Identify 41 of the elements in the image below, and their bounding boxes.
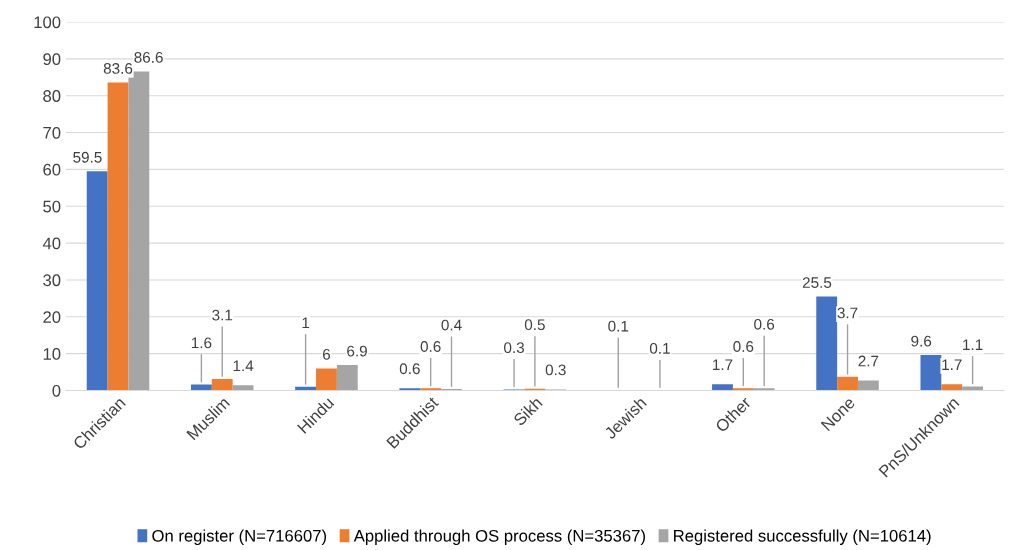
data-label: 1	[302, 317, 310, 329]
data-label: 0.1	[608, 320, 629, 332]
data-label: 86.6	[134, 51, 163, 63]
data-label: 3.7	[837, 307, 858, 319]
data-label: 0.1	[649, 342, 670, 354]
y-tick-label: 80	[43, 90, 61, 102]
y-tick-label: 20	[43, 311, 61, 323]
data-label: 0.3	[504, 342, 524, 354]
data-label: 0.5	[524, 319, 545, 331]
data-label: 1.1	[963, 339, 983, 350]
y-tick-label: 90	[43, 53, 61, 66]
data-label: 25.5	[802, 277, 832, 288]
data-label: 6.9	[347, 345, 367, 357]
data-label: 1.6	[191, 337, 212, 349]
data-label: 2.7	[858, 355, 879, 367]
data-label: 0.3	[545, 364, 566, 376]
legend-label: On register (N=716607)	[152, 529, 327, 546]
y-tick-label: 10	[43, 348, 61, 360]
legend-label: Applied through OS process (N=35367)	[353, 529, 645, 546]
y-tick-label: 100	[34, 16, 61, 29]
data-label: 0.4	[441, 319, 462, 331]
data-label: 3.1	[212, 309, 233, 321]
y-tick-label: 50	[43, 200, 61, 213]
data-label: 0.6	[733, 341, 754, 352]
data-label: 6	[322, 349, 331, 360]
y-tick-label: 30	[43, 274, 61, 287]
data-label: 1.7	[942, 359, 962, 370]
y-tick-label: 60	[43, 163, 61, 176]
y-tick-label: 70	[43, 126, 61, 139]
data-label: 1.7	[713, 359, 733, 370]
data-label: 0.6	[399, 363, 420, 375]
data-label: 59.5	[73, 151, 102, 163]
data-label: 1.4	[233, 360, 254, 372]
y-tick-label: 0	[52, 384, 61, 397]
y-tick-label: 40	[42, 237, 61, 250]
data-label: 0.6	[420, 341, 441, 352]
legend-label: Registered successfully (N=10614)	[674, 529, 931, 546]
data-label: 83.6	[103, 63, 133, 74]
x-tick-label: Sikh	[512, 396, 543, 427]
data-label: 9.6	[911, 335, 932, 347]
data-label: 0.6	[754, 318, 775, 330]
